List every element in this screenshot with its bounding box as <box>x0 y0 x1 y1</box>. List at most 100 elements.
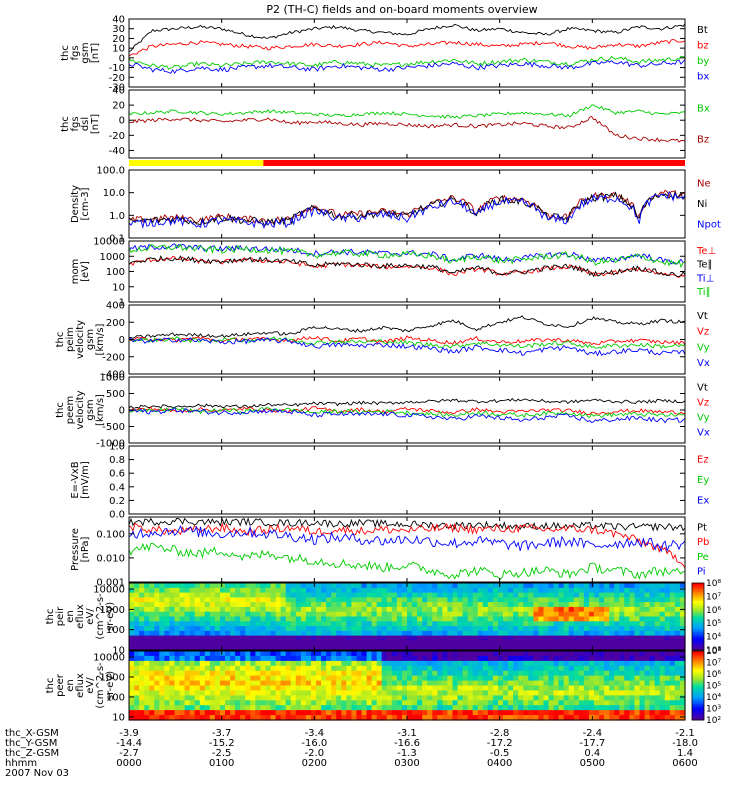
ephemeris-value: 0.4 <box>584 748 600 759</box>
heat-cell <box>376 680 383 687</box>
heat-cell <box>159 651 165 657</box>
heat-cell <box>654 626 661 632</box>
heat-cell <box>594 597 600 603</box>
heat-cell <box>563 597 570 603</box>
heat-cell <box>629 715 636 721</box>
heat-cell <box>477 587 484 594</box>
heat-cell <box>179 621 186 627</box>
heat-cell <box>609 695 615 701</box>
heat-cell <box>508 655 514 662</box>
heat-cell <box>396 680 403 687</box>
heat-cell <box>174 651 181 657</box>
heat-cell <box>326 645 332 651</box>
heat-cell <box>159 626 165 632</box>
heat-cell <box>432 695 438 701</box>
heat-cell <box>674 715 681 721</box>
heat-cell <box>275 685 282 691</box>
heat-cell <box>457 700 464 706</box>
heat-cell <box>437 660 443 667</box>
heat-cell <box>235 695 241 701</box>
heat-cell <box>508 675 514 682</box>
heat-cell <box>189 583 196 589</box>
heat-cell <box>477 626 484 632</box>
heat-cell <box>169 611 176 618</box>
heat-cell <box>543 665 550 672</box>
heat-cell <box>619 690 625 696</box>
y-tick-label: 0.4 <box>109 482 125 493</box>
y-tick-label: 400 <box>106 301 125 312</box>
heat-cell <box>422 645 428 651</box>
heat-cell <box>250 700 256 706</box>
heat-cell <box>407 710 413 716</box>
y-axis-label: thcpeerenefluxeV/(cm^2-s-sr-eV) <box>45 662 116 709</box>
heat-cell <box>563 630 570 637</box>
heat-cell <box>674 606 681 613</box>
colorbar-step <box>692 683 704 686</box>
heat-cell <box>295 583 302 589</box>
heat-cell <box>412 602 418 608</box>
heat-cell <box>134 616 140 622</box>
heat-cell <box>407 685 413 691</box>
heat-cell <box>492 640 499 646</box>
heat-cell <box>427 602 433 608</box>
ephemeris-value: -0.5 <box>490 748 510 759</box>
heat-cell <box>599 626 605 632</box>
heat-cell <box>422 710 428 716</box>
heat-cell <box>427 690 433 696</box>
heat-cell <box>487 640 494 646</box>
heat-cell <box>528 606 534 613</box>
heat-cell <box>487 611 494 618</box>
heat-cell <box>508 640 514 646</box>
heat-cell <box>220 583 226 589</box>
heat-cell <box>508 597 514 603</box>
heat-cell <box>311 665 317 672</box>
ephemeris-value: -17.2 <box>487 738 513 749</box>
heat-cell <box>154 680 160 687</box>
heat-cell <box>659 695 666 701</box>
heat-cell <box>644 592 651 598</box>
heat-cell <box>563 670 570 677</box>
heat-cell <box>204 690 211 696</box>
heat-cell <box>260 670 267 677</box>
heat-cell <box>401 710 408 716</box>
heat-cell <box>209 640 216 646</box>
heat-cell <box>462 660 469 667</box>
heat-cell <box>482 705 489 711</box>
heat-cell <box>351 640 358 646</box>
y-axis-label-line: en <box>65 679 76 692</box>
heat-cell <box>361 700 368 706</box>
heat-cell <box>174 602 181 608</box>
heat-cell <box>230 670 236 677</box>
heat-cell <box>644 616 651 622</box>
heat-cell <box>194 626 201 632</box>
heat-cell <box>664 592 671 598</box>
heat-cell <box>508 715 514 721</box>
heat-cell <box>275 670 282 677</box>
heat-cell <box>472 645 479 651</box>
heat-cell <box>629 606 636 613</box>
heat-cell <box>386 685 393 691</box>
heat-cell <box>199 645 206 651</box>
heat-cell <box>669 645 676 651</box>
heat-cell <box>563 675 570 682</box>
heat-cell <box>366 665 373 672</box>
ephemeris-value: -2.7 <box>119 748 139 759</box>
heat-cell <box>513 685 519 691</box>
heat-cell <box>280 685 287 691</box>
heat-cell <box>538 670 545 677</box>
heat-cell <box>649 660 656 667</box>
heat-cell <box>589 675 595 682</box>
heat-cell <box>275 651 282 657</box>
heat-cell <box>599 583 605 589</box>
colorbar-step <box>692 629 704 633</box>
heat-cell <box>336 587 342 594</box>
heat-cell <box>169 660 176 667</box>
heat-cell <box>513 621 519 627</box>
heat-cell <box>149 635 155 641</box>
heat-cell <box>179 616 186 622</box>
heat-cell <box>558 685 565 691</box>
heat-cell <box>674 583 681 589</box>
heat-cell <box>366 611 373 618</box>
heat-cell <box>518 651 524 657</box>
